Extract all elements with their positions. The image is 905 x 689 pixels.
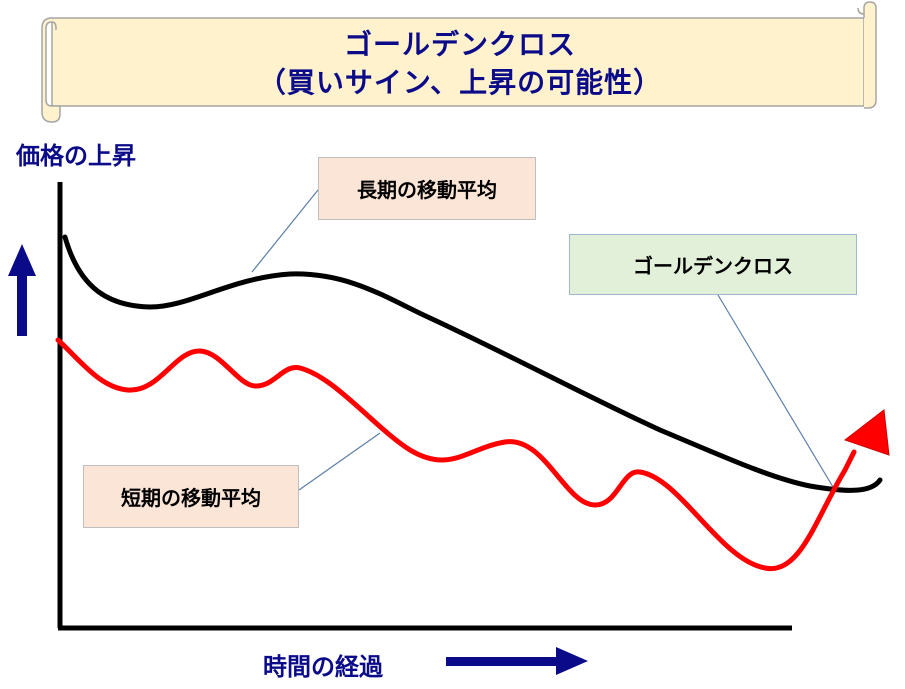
up-arrow-shaft	[17, 270, 27, 336]
short-ma-leader	[298, 432, 381, 491]
x-axis-label: 時間の経過	[263, 653, 383, 681]
right-arrow	[446, 647, 588, 675]
short-ma-arrowhead	[843, 409, 890, 456]
title-line-2: （買いサイン、上昇の可能性）	[257, 66, 663, 99]
scroll-right-curl	[857, 1, 877, 109]
up-arrow-head	[8, 244, 36, 276]
scroll-left-curl	[41, 17, 61, 123]
right-arrow-head	[556, 647, 588, 675]
title-scroll	[41, 1, 877, 123]
diagram-title: ゴールデンクロス （買いサイン、上昇の可能性）	[60, 18, 860, 110]
title-line-1: ゴールデンクロス	[343, 28, 576, 61]
short-ma-callout: 短期の移動平均	[83, 465, 299, 528]
right-arrow-shaft	[446, 657, 558, 666]
long-ma-callout: 長期の移動平均	[318, 157, 536, 220]
golden-cross-leader	[717, 294, 834, 488]
golden-cross-callout: ゴールデンクロス	[569, 234, 857, 295]
long-ma-line	[62, 234, 883, 493]
short-ma-line	[55, 337, 857, 572]
up-arrow	[8, 244, 36, 336]
y-axis-label: 価格の上昇	[16, 142, 136, 170]
long-ma-leader	[251, 189, 319, 273]
